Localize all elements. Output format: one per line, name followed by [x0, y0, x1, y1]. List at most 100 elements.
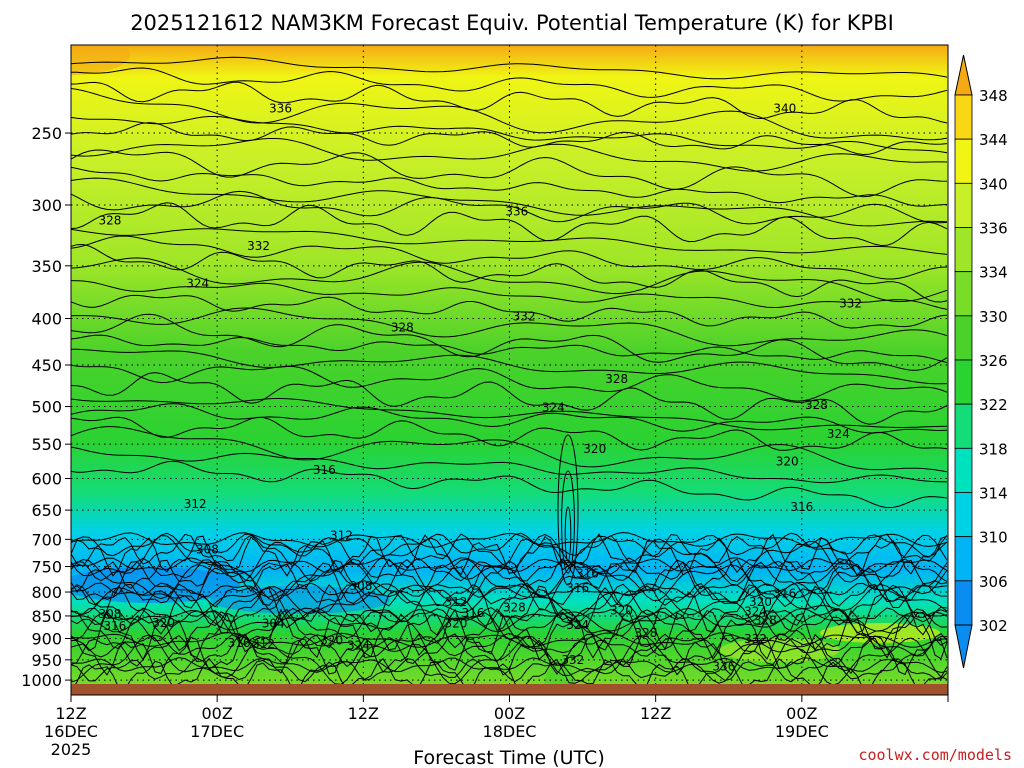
colorbar-label: 336	[979, 220, 1008, 238]
x-axis-label: Forecast Time (UTC)	[413, 747, 604, 768]
contour-label: 312	[184, 497, 207, 511]
x-tick-label: 12Z	[348, 704, 379, 723]
y-axis: 250 300 350 400 450 500 550 600 650 700 750 800 850 9…	[21, 124, 71, 690]
contour-label: 328	[605, 372, 628, 386]
colorbar-label: 340	[979, 175, 1008, 193]
colorbar: 348 344 340 336 334 330 326 322 318 314 310 306 302	[954, 54, 1008, 669]
x-tick-date: 16DEC	[44, 722, 98, 741]
contour-line	[71, 633, 948, 668]
contour-label: 324	[542, 400, 565, 414]
y-tick-label: 850	[31, 607, 62, 626]
y-tick-label: 500	[31, 398, 62, 417]
ground-strip	[71, 684, 948, 695]
colorbar-label: 310	[979, 529, 1008, 547]
field-anomaly	[71, 45, 130, 75]
contour-label: 336	[269, 102, 292, 116]
contour-line	[71, 633, 948, 676]
contour-label: 316	[462, 606, 485, 620]
contour-label: 308	[349, 579, 372, 593]
contour-line	[71, 228, 948, 255]
contour-line	[71, 403, 948, 434]
contour-label: 320	[152, 616, 175, 630]
contour-label: 324	[566, 618, 589, 632]
contour-line	[71, 632, 948, 658]
colorbar-label: 326	[979, 352, 1008, 370]
contour-line	[71, 557, 948, 574]
contour-line	[71, 460, 948, 509]
contour-line	[71, 313, 948, 371]
contour-line	[71, 294, 948, 329]
contour-lines	[71, 56, 948, 685]
colorbar-label: 306	[979, 573, 1008, 591]
contour-label: 320	[444, 616, 467, 630]
contour-label: 304	[262, 616, 285, 630]
y-tick-label: 400	[31, 310, 62, 329]
contour-line	[71, 122, 948, 156]
contour-label: 320	[749, 595, 772, 609]
contour-line	[71, 88, 948, 141]
y-tick-label: 700	[31, 530, 62, 549]
contour-label: 328	[754, 614, 777, 628]
y-tick-label: 600	[31, 470, 62, 489]
colorbar-label: 330	[979, 308, 1008, 326]
contour-line	[71, 582, 948, 608]
y-tick-label: 450	[31, 356, 62, 375]
contour-line	[71, 557, 948, 593]
contour-label: 316	[313, 463, 336, 477]
contour-label: 316	[103, 619, 126, 633]
colorbar-top-arrow	[954, 54, 973, 96]
contour-label: 332	[513, 310, 536, 324]
colorbar-label: 314	[979, 485, 1008, 503]
contour-line	[564, 506, 572, 562]
colorbar-label: 302	[979, 617, 1008, 635]
colorbar-swatch	[954, 182, 973, 228]
contour-line	[561, 470, 575, 574]
contour-label: 324	[347, 638, 370, 652]
contour-label: 328	[503, 600, 526, 614]
colorbar-bottom-arrow	[954, 624, 973, 669]
contour-line	[71, 235, 948, 280]
colorbar-swatch	[954, 580, 973, 626]
contour-label: 328	[805, 398, 828, 412]
colorbar-label: 334	[979, 264, 1008, 282]
contour-label: 336	[712, 659, 735, 673]
colorbar-swatch	[954, 315, 973, 361]
contour-label: 316	[566, 581, 589, 595]
contour-label: 316	[773, 586, 796, 600]
colorbar-label: 322	[979, 396, 1008, 414]
contour-label: 328	[99, 213, 122, 227]
contour-label: 332	[561, 653, 584, 667]
contour-label: 332	[744, 632, 767, 646]
x-tick-date: 19DEC	[775, 722, 829, 741]
contour-label: 308	[196, 542, 219, 556]
contour-line	[71, 634, 948, 685]
contour-label: 324	[827, 427, 850, 441]
y-tick-label: 300	[31, 196, 62, 215]
contour-label: 332	[839, 296, 862, 310]
contour-label: 332	[247, 239, 270, 253]
y-tick-label: 1000	[21, 671, 62, 690]
field-anomaly	[544, 660, 576, 685]
contour-label: 320	[583, 442, 606, 456]
chart-title: 2025121612 NAM3KM Forecast Equiv. Potent…	[130, 11, 894, 35]
y-tick-label: 900	[31, 629, 62, 648]
y-tick-label: 350	[31, 257, 62, 276]
colorbar-swatch	[954, 403, 973, 449]
pressure-gridlines	[71, 45, 948, 684]
contour-label: 324	[744, 604, 767, 618]
x-tick-date: 17DEC	[190, 722, 244, 741]
x-tick-year: 2025	[51, 740, 92, 759]
contour-line	[71, 416, 948, 451]
y-tick-label: 800	[31, 583, 62, 602]
contour-line	[71, 557, 948, 583]
contour-label: 312	[330, 528, 353, 542]
colorbar-label: 348	[979, 87, 1008, 105]
contour-label: 336	[505, 205, 528, 219]
contour-label: 320	[610, 603, 633, 617]
contour-label: 308	[99, 607, 122, 621]
contour-line	[71, 364, 948, 402]
